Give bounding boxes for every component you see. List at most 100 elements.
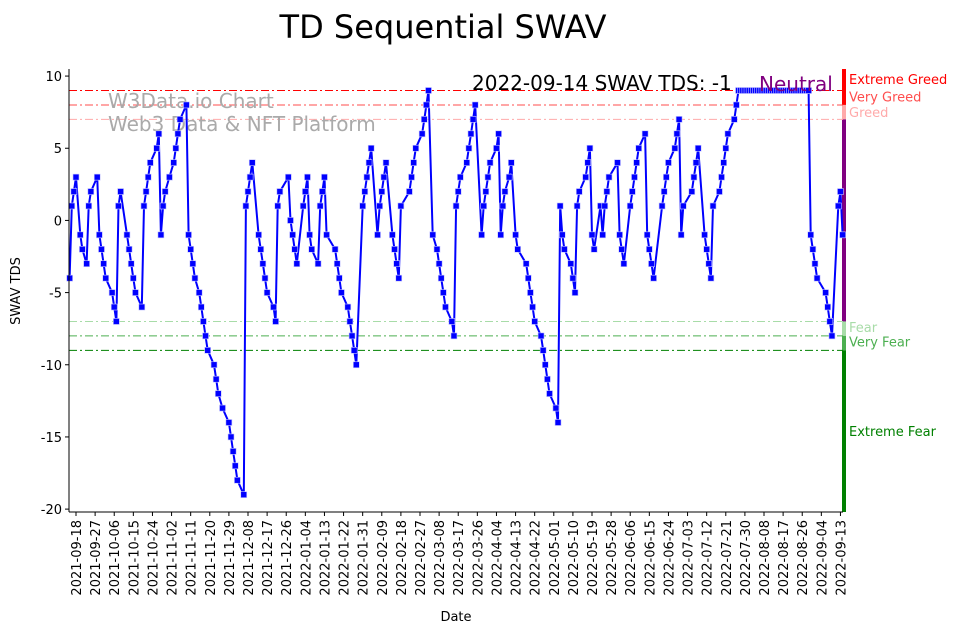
data-point-marker [219, 404, 226, 412]
x-tick-label: 2022-03-17 [452, 520, 467, 596]
x-tick-label: 2021-11-20 [204, 520, 219, 596]
data-point-marker [703, 245, 710, 253]
data-point-marker [508, 159, 515, 166]
data-point-marker [382, 159, 390, 166]
data-point-marker [433, 245, 441, 253]
data-point-marker [688, 188, 696, 195]
data-point-marker [828, 332, 836, 340]
data-point-marker [79, 245, 86, 253]
data-point-marker [257, 245, 265, 253]
data-point-marker [629, 188, 636, 195]
data-point-marker [558, 231, 566, 239]
data-point-marker [599, 231, 606, 239]
data-point-marker [663, 173, 670, 181]
data-point-marker [658, 202, 666, 210]
data-point-marker [376, 202, 383, 210]
data-point-marker [359, 202, 366, 210]
x-tick-label: 2022-07-30 [739, 520, 754, 596]
data-point-marker [308, 245, 316, 253]
data-point-marker [85, 202, 93, 210]
data-point-marker [321, 173, 328, 181]
watermark-line-1: W3Data.io Chart [108, 89, 274, 113]
data-point-marker [225, 419, 233, 426]
data-point-marker [244, 188, 252, 195]
data-point-marker [259, 260, 267, 268]
data-point-marker [102, 274, 110, 282]
data-point-marker [435, 260, 443, 268]
threshold-label: Very Greed [849, 90, 921, 105]
data-point-marker [573, 202, 581, 210]
data-point-marker [378, 188, 386, 195]
data-point-marker [140, 202, 148, 210]
data-point-marker [418, 130, 426, 138]
data-point-marker [76, 231, 84, 239]
x-tick-label: 2022-05-10 [567, 520, 582, 596]
x-tick-label: 2022-08-08 [758, 520, 773, 596]
data-point-marker [323, 231, 330, 239]
annotation-text: 2022-09-14 SWAV TDS: -1 [472, 71, 732, 95]
data-point-marker [212, 375, 220, 383]
data-point-marker [66, 274, 73, 282]
data-point-marker [514, 245, 521, 253]
x-tick-label: 2022-06-24 [662, 520, 677, 596]
data-point-marker [620, 260, 628, 268]
data-point-marker [420, 116, 428, 123]
data-point-marker [423, 101, 430, 109]
data-point-marker [716, 188, 723, 195]
data-point-marker [319, 188, 326, 195]
data-point-marker [231, 462, 239, 470]
data-point-marker [554, 419, 562, 426]
data-point-marker [425, 87, 432, 94]
sentiment-band-neutral [842, 119, 846, 322]
data-point-marker [665, 159, 672, 166]
data-point-marker [130, 274, 137, 282]
x-tick-label: 2022-05-19 [586, 520, 601, 596]
x-tick-label: 2022-08-26 [796, 520, 811, 596]
data-point-marker [650, 274, 657, 282]
data-point-marker [395, 274, 403, 282]
x-tick-label: 2021-11-29 [223, 520, 238, 596]
data-point-marker [690, 173, 698, 181]
x-tick-label: 2021-12-08 [242, 520, 257, 596]
data-point-marker [274, 202, 282, 210]
data-point-marker [161, 188, 169, 195]
data-point-marker [70, 188, 78, 195]
threshold-label: Extreme Fear [849, 425, 937, 440]
data-point-marker [187, 245, 194, 253]
x-tick-label: 2021-09-18 [70, 520, 85, 596]
x-tick-label: 2022-03-26 [471, 520, 486, 596]
data-point-marker [115, 202, 122, 210]
data-point-marker [185, 231, 192, 239]
data-point-marker [336, 274, 343, 282]
y-tick-label: -15 [41, 431, 62, 446]
data-point-marker [363, 173, 371, 181]
data-point-marker [633, 159, 640, 166]
data-point-marker [159, 202, 167, 210]
data-point-marker [338, 289, 345, 296]
data-point-marker [680, 202, 687, 210]
data-point-marker [132, 289, 139, 296]
data-point-marker [176, 116, 184, 123]
data-point-marker [522, 260, 530, 268]
data-point-marker [584, 159, 592, 166]
x-tick-label: 2021-12-26 [280, 520, 295, 596]
data-point-marker [646, 245, 653, 253]
data-point-marker [448, 318, 456, 325]
data-point-marker [826, 318, 834, 325]
data-point-marker [537, 332, 545, 340]
data-point-marker [626, 202, 634, 210]
data-point-marker [730, 116, 738, 123]
y-tick-label: 0 [54, 214, 62, 229]
data-point-marker [673, 130, 681, 138]
data-point-marker [408, 173, 415, 181]
data-point-marker [302, 188, 309, 195]
data-point-marker [98, 245, 105, 253]
sentiment-band-extreme-fear [842, 350, 846, 512]
data-point-marker [809, 245, 817, 253]
data-point-marker [240, 491, 248, 498]
data-point-marker [234, 476, 241, 484]
data-point-marker [348, 332, 356, 340]
data-point-marker [429, 231, 437, 239]
data-point-marker [393, 260, 400, 268]
